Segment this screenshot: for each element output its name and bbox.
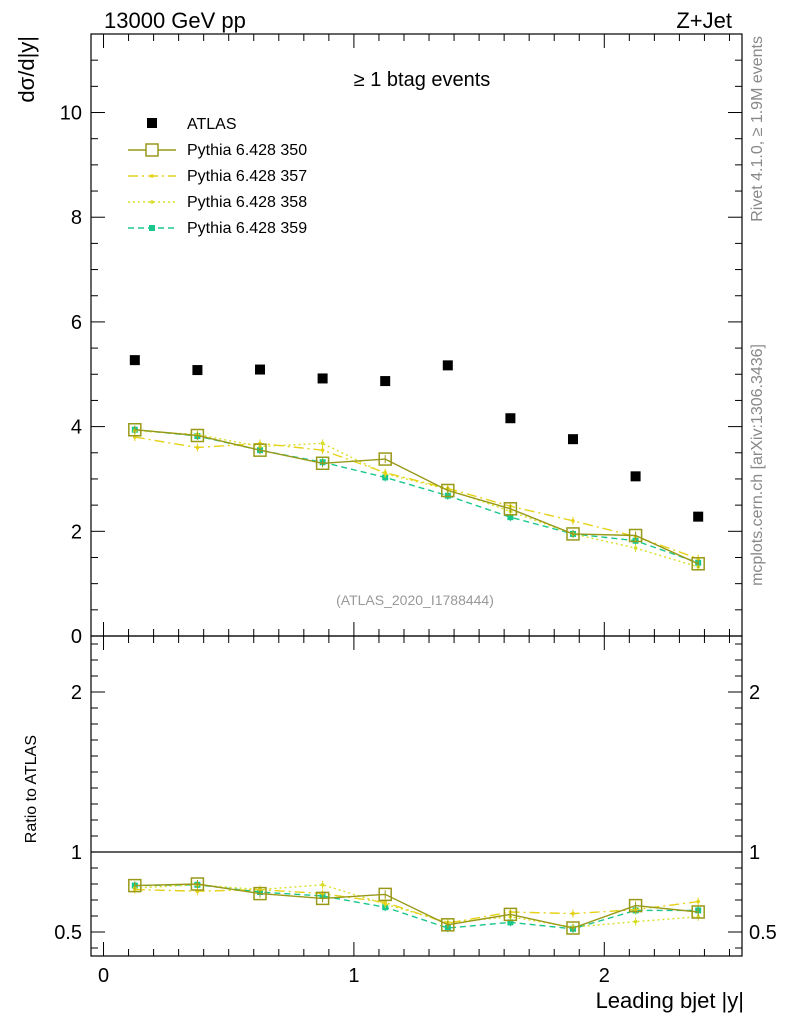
x-axis-title: Leading bjet |y| — [596, 988, 744, 1013]
point-358-ratio — [633, 919, 638, 924]
legend-series-357-swatch — [128, 174, 176, 178]
series-line-357-main — [134, 436, 699, 560]
point-359-main — [632, 537, 639, 544]
series-line-358-main — [134, 430, 699, 568]
series-line-359-ratio — [134, 884, 699, 930]
ratio-tick-label-right: 0.5 — [749, 922, 777, 944]
atlas-point — [317, 373, 328, 384]
point-350-ratio — [190, 877, 205, 891]
atlas-point — [380, 376, 391, 387]
legend-series-350-swatch — [128, 143, 176, 157]
ratio-tick-label-left: 0.5 — [54, 922, 82, 944]
atlas-point — [255, 364, 266, 375]
point-350-main — [441, 483, 455, 498]
point-350-ratio — [315, 891, 330, 906]
point-358-main — [320, 441, 325, 446]
ratio-axis-title: Ratio to ATLAS — [23, 735, 40, 843]
ratio-panel: 0 1 2 0.5 0.5 1 1 2 2 — [54, 635, 777, 987]
point-350-ratio — [441, 918, 455, 932]
point-357-main — [195, 445, 200, 450]
point-350-ratio — [128, 878, 142, 893]
point-350-main — [190, 428, 205, 443]
point-357-ratio — [383, 900, 388, 905]
mcplots-label: mcplots.cern.ch [arXiv:1306.3436] — [749, 344, 766, 586]
atlas-point — [129, 355, 140, 366]
series-line-350-ratio — [134, 883, 699, 929]
legend-series-359-label: Pythia 6.428 359 — [187, 220, 307, 237]
rivet-label: Rivet 4.1.0, ≥ 1.9M events — [749, 36, 766, 222]
process-label: Z+Jet — [676, 8, 732, 33]
point-350-main — [691, 557, 705, 571]
point-359-ratio — [507, 919, 514, 926]
y-tick-label: 10 — [60, 103, 82, 125]
series-line-359-main — [134, 429, 699, 564]
point-350-main — [503, 502, 518, 516]
atlas-point — [693, 511, 704, 522]
point-359-main — [444, 492, 451, 499]
y-tick-label: 8 — [71, 207, 82, 229]
point-350-ratio — [566, 921, 580, 935]
point-350-ratio — [378, 887, 392, 902]
legend: ATLAS Pythia 6.428 350 Pythia 6.428 357 … — [128, 116, 307, 237]
main-panel: 0 2 4 6 8 10 — [60, 33, 743, 648]
x-tick-label: 1 — [348, 965, 359, 987]
ratio-tick-label-right: 2 — [749, 682, 760, 704]
point-357-ratio — [571, 911, 575, 916]
y-tick-label: 4 — [71, 417, 82, 439]
x-tick-label: 2 — [599, 965, 610, 987]
legend-series-357-label: Pythia 6.428 357 — [187, 168, 307, 185]
point-350-main — [253, 443, 267, 457]
point-350-main — [566, 527, 580, 541]
point-350-main — [315, 456, 330, 471]
point-350-ratio — [691, 905, 705, 919]
point-358-ratio — [320, 883, 325, 887]
atlas-point — [442, 360, 453, 371]
point-350-ratio — [628, 898, 643, 913]
ratio-tick-label-left: 2 — [71, 682, 82, 704]
legend-atlas-label: ATLAS — [187, 116, 237, 133]
point-350-main — [128, 422, 142, 437]
legend-marker — [149, 225, 155, 231]
y-tick-label: 6 — [71, 312, 82, 334]
ratio-frame — [90, 635, 743, 957]
point-350-main — [378, 452, 392, 466]
atlas-point — [567, 434, 578, 445]
point-357-main — [571, 519, 575, 523]
legend-marker — [150, 174, 154, 178]
point-350-ratio — [503, 907, 518, 922]
plot-title: ≥ 1 btag events — [354, 69, 491, 91]
atlas-point — [630, 471, 641, 482]
atlas-point — [505, 413, 516, 424]
point-357-main — [383, 470, 388, 475]
legend-marker — [150, 200, 154, 204]
series-line-350-main — [134, 429, 699, 565]
chart-marks — [128, 355, 705, 935]
point-358-main — [633, 546, 638, 550]
x-tick-label: 0 — [98, 965, 109, 987]
point-350-ratio — [253, 886, 267, 901]
energy-label: 13000 GeV pp — [104, 8, 246, 33]
point-359-main — [507, 514, 514, 521]
legend-series-358-swatch — [128, 200, 176, 204]
analysis-watermark: (ATLAS_2020_I1788444) — [336, 592, 494, 608]
ratio-tick-label-left: 1 — [71, 842, 82, 864]
y-tick-label: 0 — [71, 626, 82, 648]
legend-series-359-swatch — [128, 225, 176, 231]
series-line-357-ratio — [134, 888, 699, 924]
atlas-point — [192, 365, 203, 376]
y-axis-title: dσ/d|y| — [14, 36, 39, 103]
legend-series-358-label: Pythia 6.428 358 — [187, 194, 307, 211]
point-350-main — [628, 528, 643, 543]
point-357-main — [320, 448, 325, 452]
legend-atlas-marker — [147, 118, 157, 128]
y-tick-label: 2 — [71, 521, 82, 543]
legend-marker — [145, 143, 159, 157]
ratio-tick-label-right: 1 — [749, 842, 760, 864]
point-357-ratio — [696, 899, 700, 904]
legend-series-350-label: Pythia 6.428 350 — [187, 142, 307, 159]
